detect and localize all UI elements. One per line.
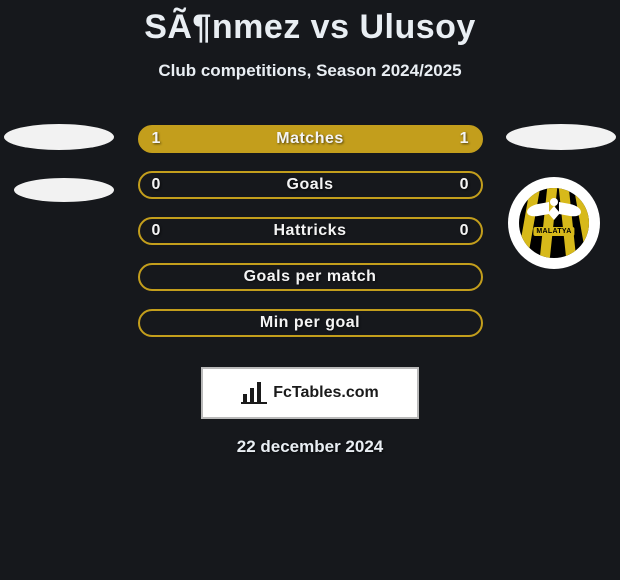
player-right-oval-1 (506, 124, 616, 150)
stat-label: Matches (276, 130, 344, 148)
stat-label: Goals (287, 176, 334, 194)
page-subtitle: Club competitions, Season 2024/2025 (0, 61, 620, 81)
stat-left-value: 0 (152, 217, 161, 245)
comparison-card: SÃ¶nmez vs Ulusoy Club competitions, Sea… (0, 0, 620, 580)
stat-row-hattricks: 0 Hattricks 0 (138, 217, 483, 245)
player-left-oval-1 (4, 124, 114, 150)
club-badge-label: MALATYA (533, 227, 574, 236)
stat-row-goals-per-match: Goals per match (138, 263, 483, 291)
stat-left-value: 0 (152, 171, 161, 199)
stat-label: Hattricks (274, 222, 347, 240)
stat-row-goals: 0 Goals 0 (138, 171, 483, 199)
date-label: 22 december 2024 (0, 437, 620, 457)
stat-row-min-per-goal: Min per goal (138, 309, 483, 337)
stat-label: Goals per match (244, 268, 377, 286)
stat-left-value: 1 (152, 125, 161, 153)
brand-text: FcTables.com (273, 384, 379, 402)
club-badge-inner: MALATYA (519, 188, 589, 258)
page-title: SÃ¶nmez vs Ulusoy (0, 0, 620, 47)
brand-box[interactable]: FcTables.com (201, 367, 419, 419)
stat-right-value: 1 (460, 125, 469, 153)
eagle-icon (531, 198, 577, 226)
player-left-oval-2 (14, 178, 114, 202)
stat-label: Min per goal (260, 314, 360, 332)
bar-chart-icon (241, 382, 267, 404)
stat-right-value: 0 (460, 171, 469, 199)
club-badge: MALATYA (508, 177, 600, 269)
stat-row-matches: 1 Matches 1 (138, 125, 483, 153)
stat-right-value: 0 (460, 217, 469, 245)
